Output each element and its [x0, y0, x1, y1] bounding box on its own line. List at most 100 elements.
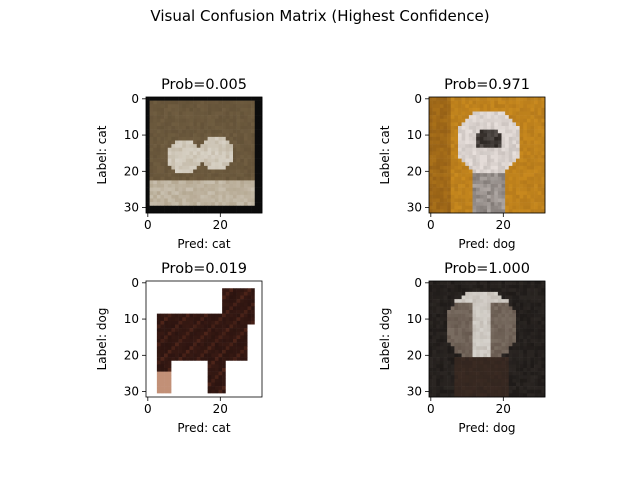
- image-pixel: [505, 389, 510, 394]
- image-pixel: [450, 184, 455, 188]
- image-pixel: [171, 147, 176, 152]
- image-pixel: [494, 147, 499, 152]
- image-pixel: [233, 281, 237, 285]
- image-pixel: [146, 389, 150, 394]
- image-pixel: [476, 357, 481, 362]
- image-pixel: [508, 364, 513, 369]
- image-pixel: [487, 97, 491, 101]
- image-pixel: [439, 328, 444, 333]
- image-pixel: [160, 122, 165, 127]
- image-pixel: [233, 97, 237, 101]
- image-pixel: [519, 158, 524, 163]
- image-pixel: [175, 324, 179, 329]
- image-pixel: [149, 378, 154, 383]
- image-pixel: [167, 291, 172, 296]
- image-pixel: [523, 202, 528, 207]
- image-pixel: [164, 191, 169, 196]
- image-pixel: [508, 313, 513, 318]
- image-pixel: [149, 205, 154, 210]
- image-pixel: [153, 335, 158, 340]
- image-pixel: [458, 389, 462, 394]
- image-pixel: [497, 284, 502, 289]
- image-pixel: [236, 288, 241, 293]
- image-pixel: [193, 107, 198, 112]
- image-pixel: [501, 191, 506, 196]
- image-pixel: [505, 162, 510, 167]
- image-pixel: [490, 176, 495, 181]
- image-pixel: [200, 122, 205, 127]
- image-pixel: [211, 368, 216, 372]
- image-pixel: [436, 144, 441, 149]
- image-pixel: [490, 133, 495, 138]
- image-pixel: [182, 162, 187, 167]
- image-pixel: [516, 306, 520, 311]
- image-pixel: [225, 140, 230, 145]
- image-pixel: [200, 184, 205, 188]
- image-pixel: [254, 288, 259, 293]
- image-pixel: [233, 284, 237, 289]
- image-pixel: [207, 126, 212, 130]
- image-pixel: [178, 299, 183, 304]
- image-pixel: [483, 209, 488, 214]
- image-pixel: [214, 368, 219, 372]
- image-pixel: [497, 331, 502, 336]
- image-pixel: [494, 349, 499, 354]
- image-pixel: [240, 306, 245, 311]
- image-pixel: [494, 158, 499, 163]
- image-pixel: [476, 284, 481, 289]
- image-pixel: [494, 133, 499, 138]
- image-pixel: [251, 371, 256, 376]
- image-pixel: [450, 129, 455, 134]
- image-pixel: [458, 349, 462, 354]
- image-pixel: [450, 194, 455, 199]
- image-pixel: [214, 176, 219, 181]
- image-pixel: [439, 122, 444, 127]
- image-pixel: [494, 115, 499, 120]
- image-pixel: [156, 389, 161, 394]
- image-pixel: [254, 158, 259, 163]
- image-pixel: [534, 357, 539, 362]
- image-pixel: [476, 342, 481, 347]
- image-pixel: [222, 162, 227, 167]
- image-pixel: [211, 173, 216, 178]
- image-pixel: [200, 378, 205, 383]
- image-pixel: [222, 180, 227, 185]
- image-pixel: [243, 335, 248, 340]
- image-pixel: [207, 382, 212, 387]
- image-pixel: [436, 122, 441, 127]
- image-pixel: [167, 368, 172, 372]
- image-pixel: [483, 187, 488, 192]
- image-pixel: [432, 386, 437, 391]
- image-pixel: [447, 151, 452, 156]
- image-pixel: [233, 158, 237, 163]
- image-pixel: [196, 302, 201, 307]
- image-pixel: [483, 140, 488, 145]
- image-pixel: [512, 364, 517, 369]
- image-pixel: [200, 158, 205, 163]
- image-pixel: [214, 331, 219, 336]
- image-pixel: [483, 313, 488, 318]
- image-pixel: [537, 191, 542, 196]
- image-pixel: [185, 368, 190, 372]
- image-pixel: [225, 349, 230, 354]
- image-pixel: [153, 147, 158, 152]
- image-pixel: [458, 357, 462, 362]
- image-pixel: [222, 169, 227, 174]
- image-pixel: [153, 169, 158, 174]
- image-pixel: [476, 151, 481, 156]
- image-pixel: [537, 184, 542, 188]
- image-pixel: [494, 198, 499, 203]
- image-pixel: [178, 342, 183, 347]
- image-pixel: [439, 133, 444, 138]
- image-pixel: [207, 107, 212, 112]
- image-pixel: [254, 133, 259, 138]
- image-pixel: [200, 187, 205, 192]
- image-pixel: [501, 295, 506, 300]
- image-pixel: [454, 342, 459, 347]
- image-pixel: [526, 364, 531, 369]
- image-pixel: [153, 360, 158, 365]
- image-pixel: [530, 310, 535, 314]
- image-pixel: [429, 368, 433, 372]
- image-pixel: [258, 317, 263, 322]
